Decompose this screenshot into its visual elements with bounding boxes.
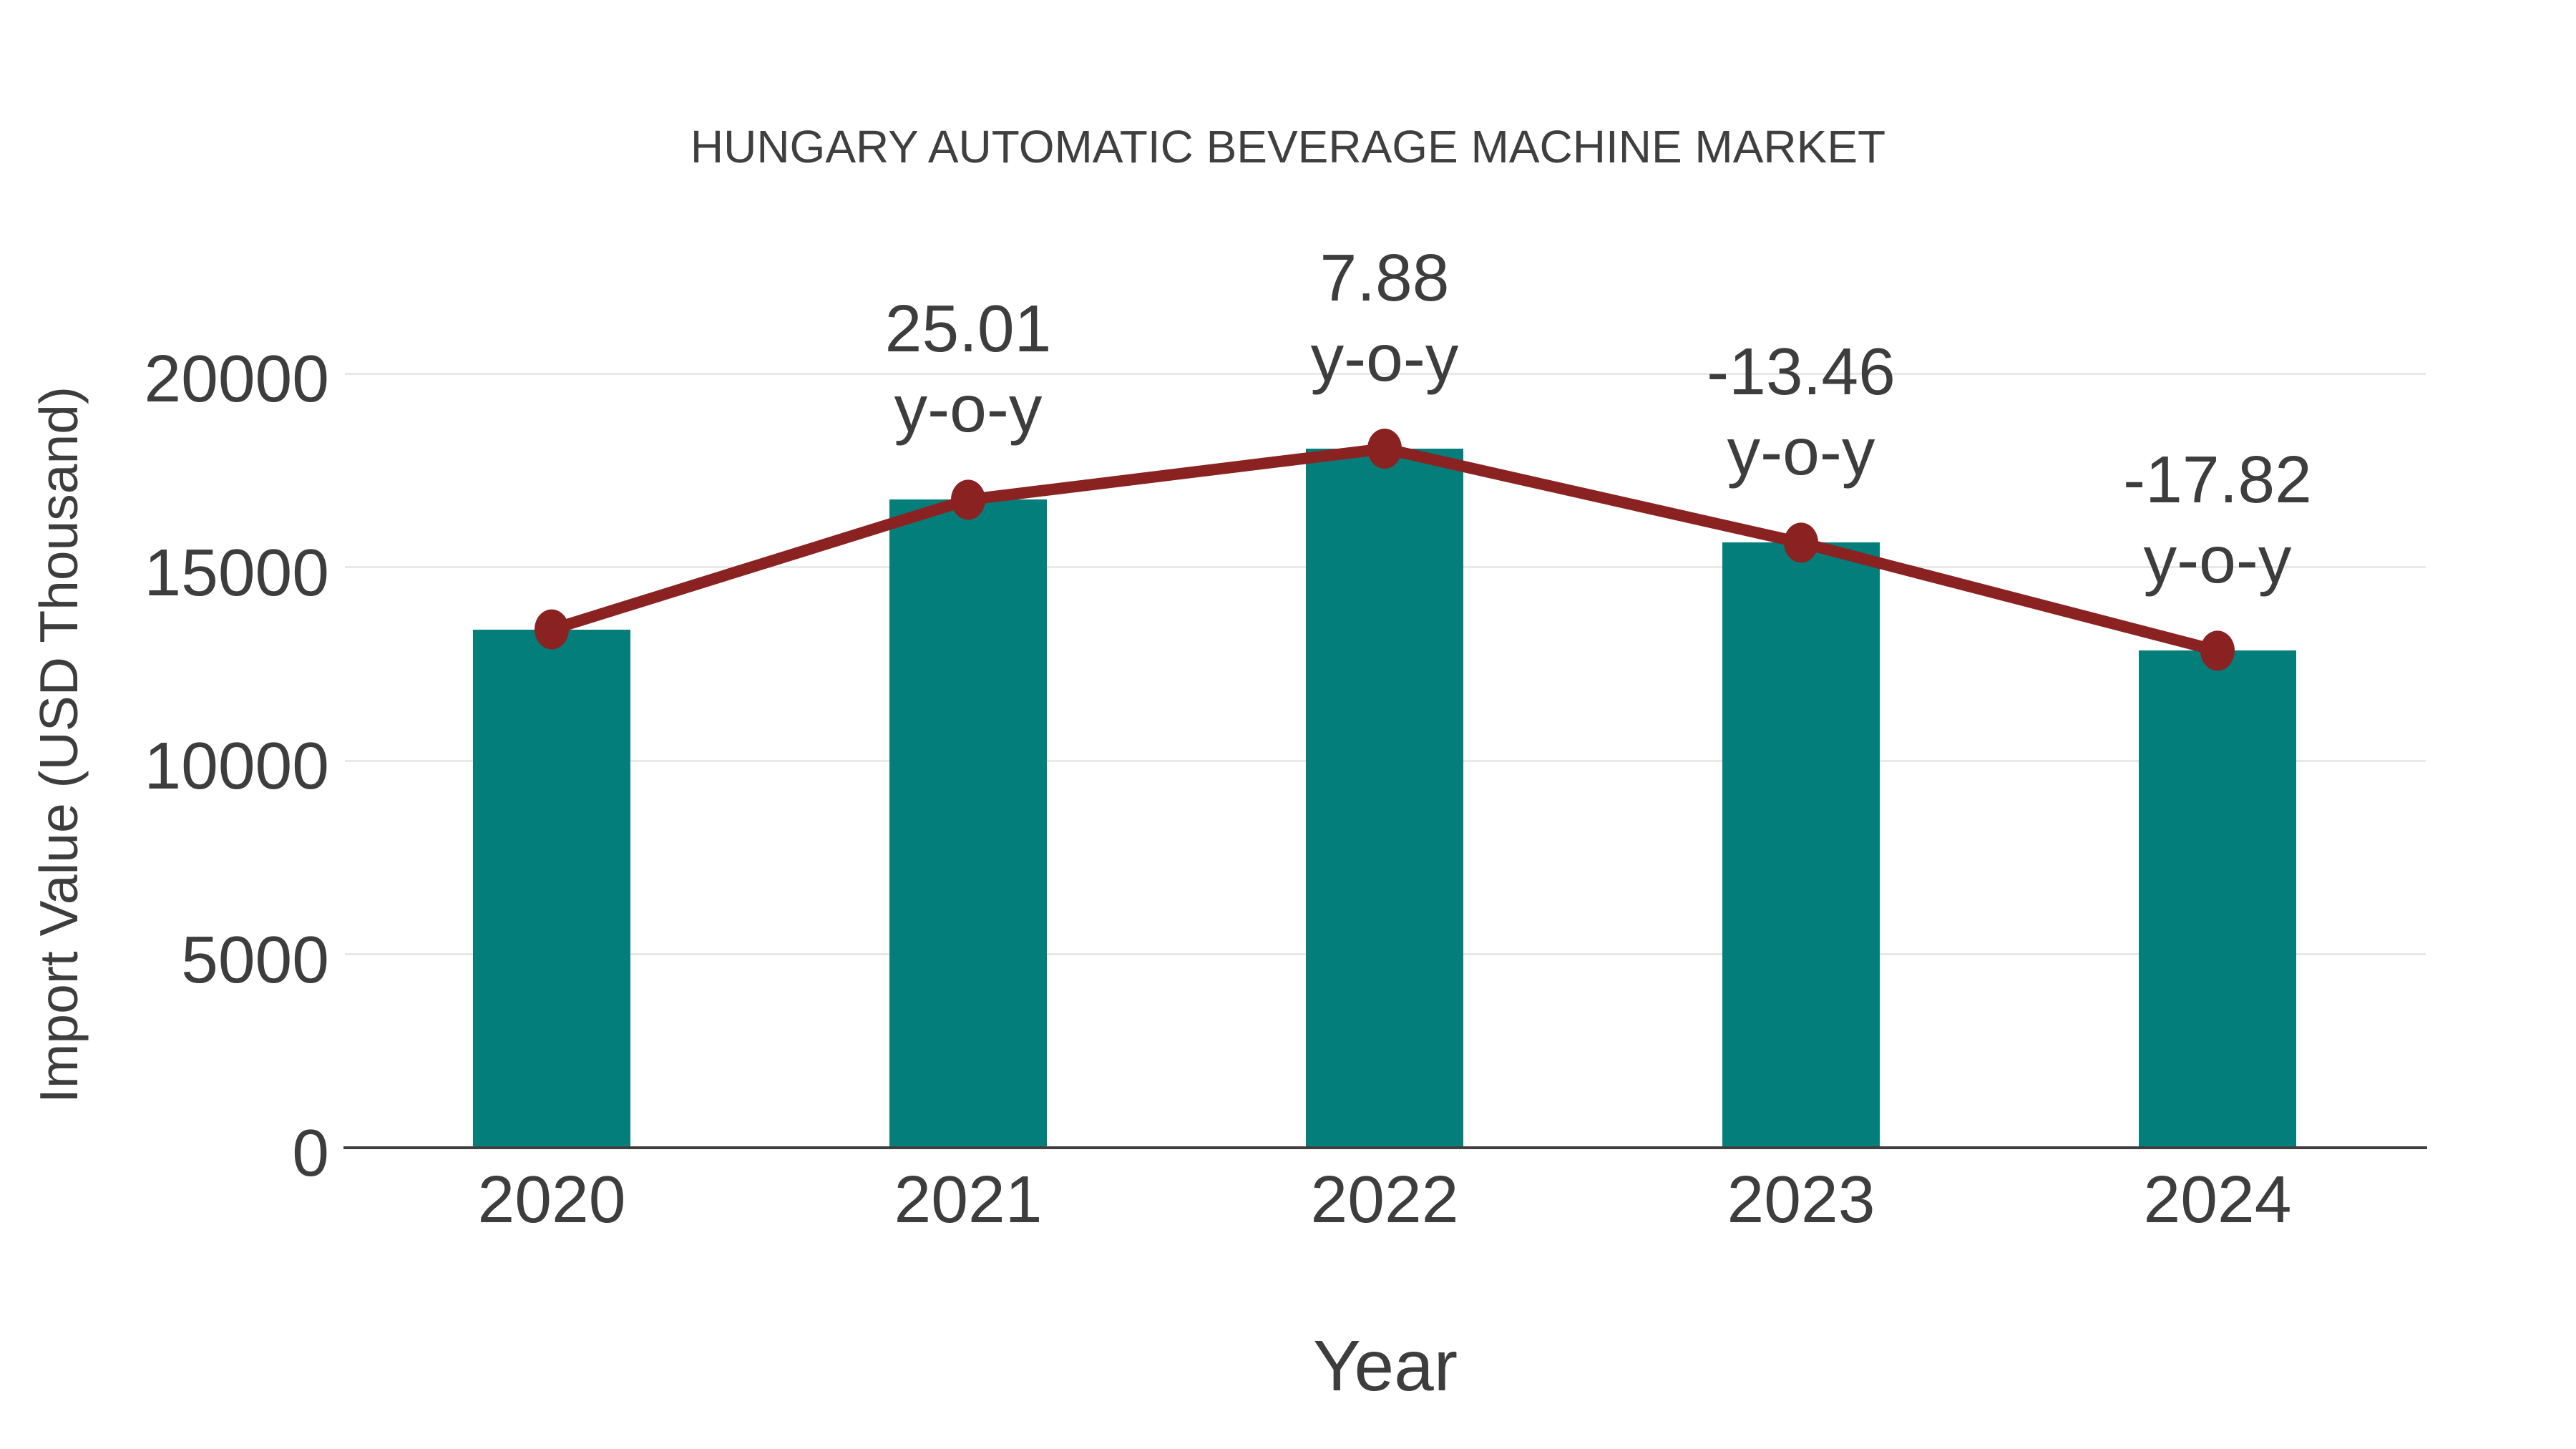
- y-tick-label-15000: 15000: [144, 535, 329, 610]
- bar-2023: [1722, 542, 1880, 1148]
- annotation-2021: 25.01 y-o-y: [746, 288, 1190, 449]
- gridline-20000: [345, 372, 2426, 375]
- x-tick-label-2022: 2022: [1310, 1162, 1459, 1236]
- annotation-value: -13.46: [1707, 334, 1896, 409]
- annotation-yoy-label: y-o-y: [1310, 320, 1459, 395]
- annotation-2024: -17.82 y-o-y: [1996, 439, 2439, 600]
- data-point-2023: [1784, 522, 1818, 563]
- annotation-yoy-label: y-o-y: [894, 371, 1043, 447]
- annotation-value: 7.88: [1319, 240, 1450, 315]
- annotation-value: 25.01: [884, 291, 1052, 366]
- annotation-value: -17.82: [2123, 442, 2312, 517]
- annotation-2022: 7.88 y-o-y: [1163, 238, 1606, 398]
- x-axis-line: [343, 1146, 2427, 1149]
- y-tick-label-0: 0: [292, 1116, 329, 1190]
- data-point-2022: [1367, 428, 1402, 469]
- x-tick-label-2021: 2021: [894, 1162, 1043, 1236]
- data-point-2024: [2200, 630, 2235, 671]
- y-tick-label-5000: 5000: [181, 922, 329, 997]
- y-tick-label-20000: 20000: [144, 341, 329, 416]
- bar-2021: [889, 499, 1047, 1148]
- chart-title: HUNGARY AUTOMATIC BEVERAGE MACHINE MARKE…: [690, 121, 1886, 172]
- annotation-2023: -13.46 y-o-y: [1579, 331, 2023, 492]
- bar-2020: [473, 629, 630, 1148]
- bar-2024: [2139, 650, 2296, 1148]
- x-tick-label-2023: 2023: [1727, 1162, 1875, 1236]
- annotation-yoy-label: y-o-y: [1727, 414, 1875, 489]
- data-point-2021: [951, 479, 985, 520]
- x-axis-title: Year: [1312, 1326, 1458, 1406]
- annotation-yoy-label: y-o-y: [2143, 522, 2292, 597]
- x-tick-label-2024: 2024: [2143, 1162, 2292, 1236]
- y-tick-label-10000: 10000: [144, 728, 329, 803]
- data-point-2020: [535, 609, 569, 650]
- bar-2022: [1306, 448, 1463, 1148]
- x-tick-label-2020: 2020: [477, 1162, 626, 1236]
